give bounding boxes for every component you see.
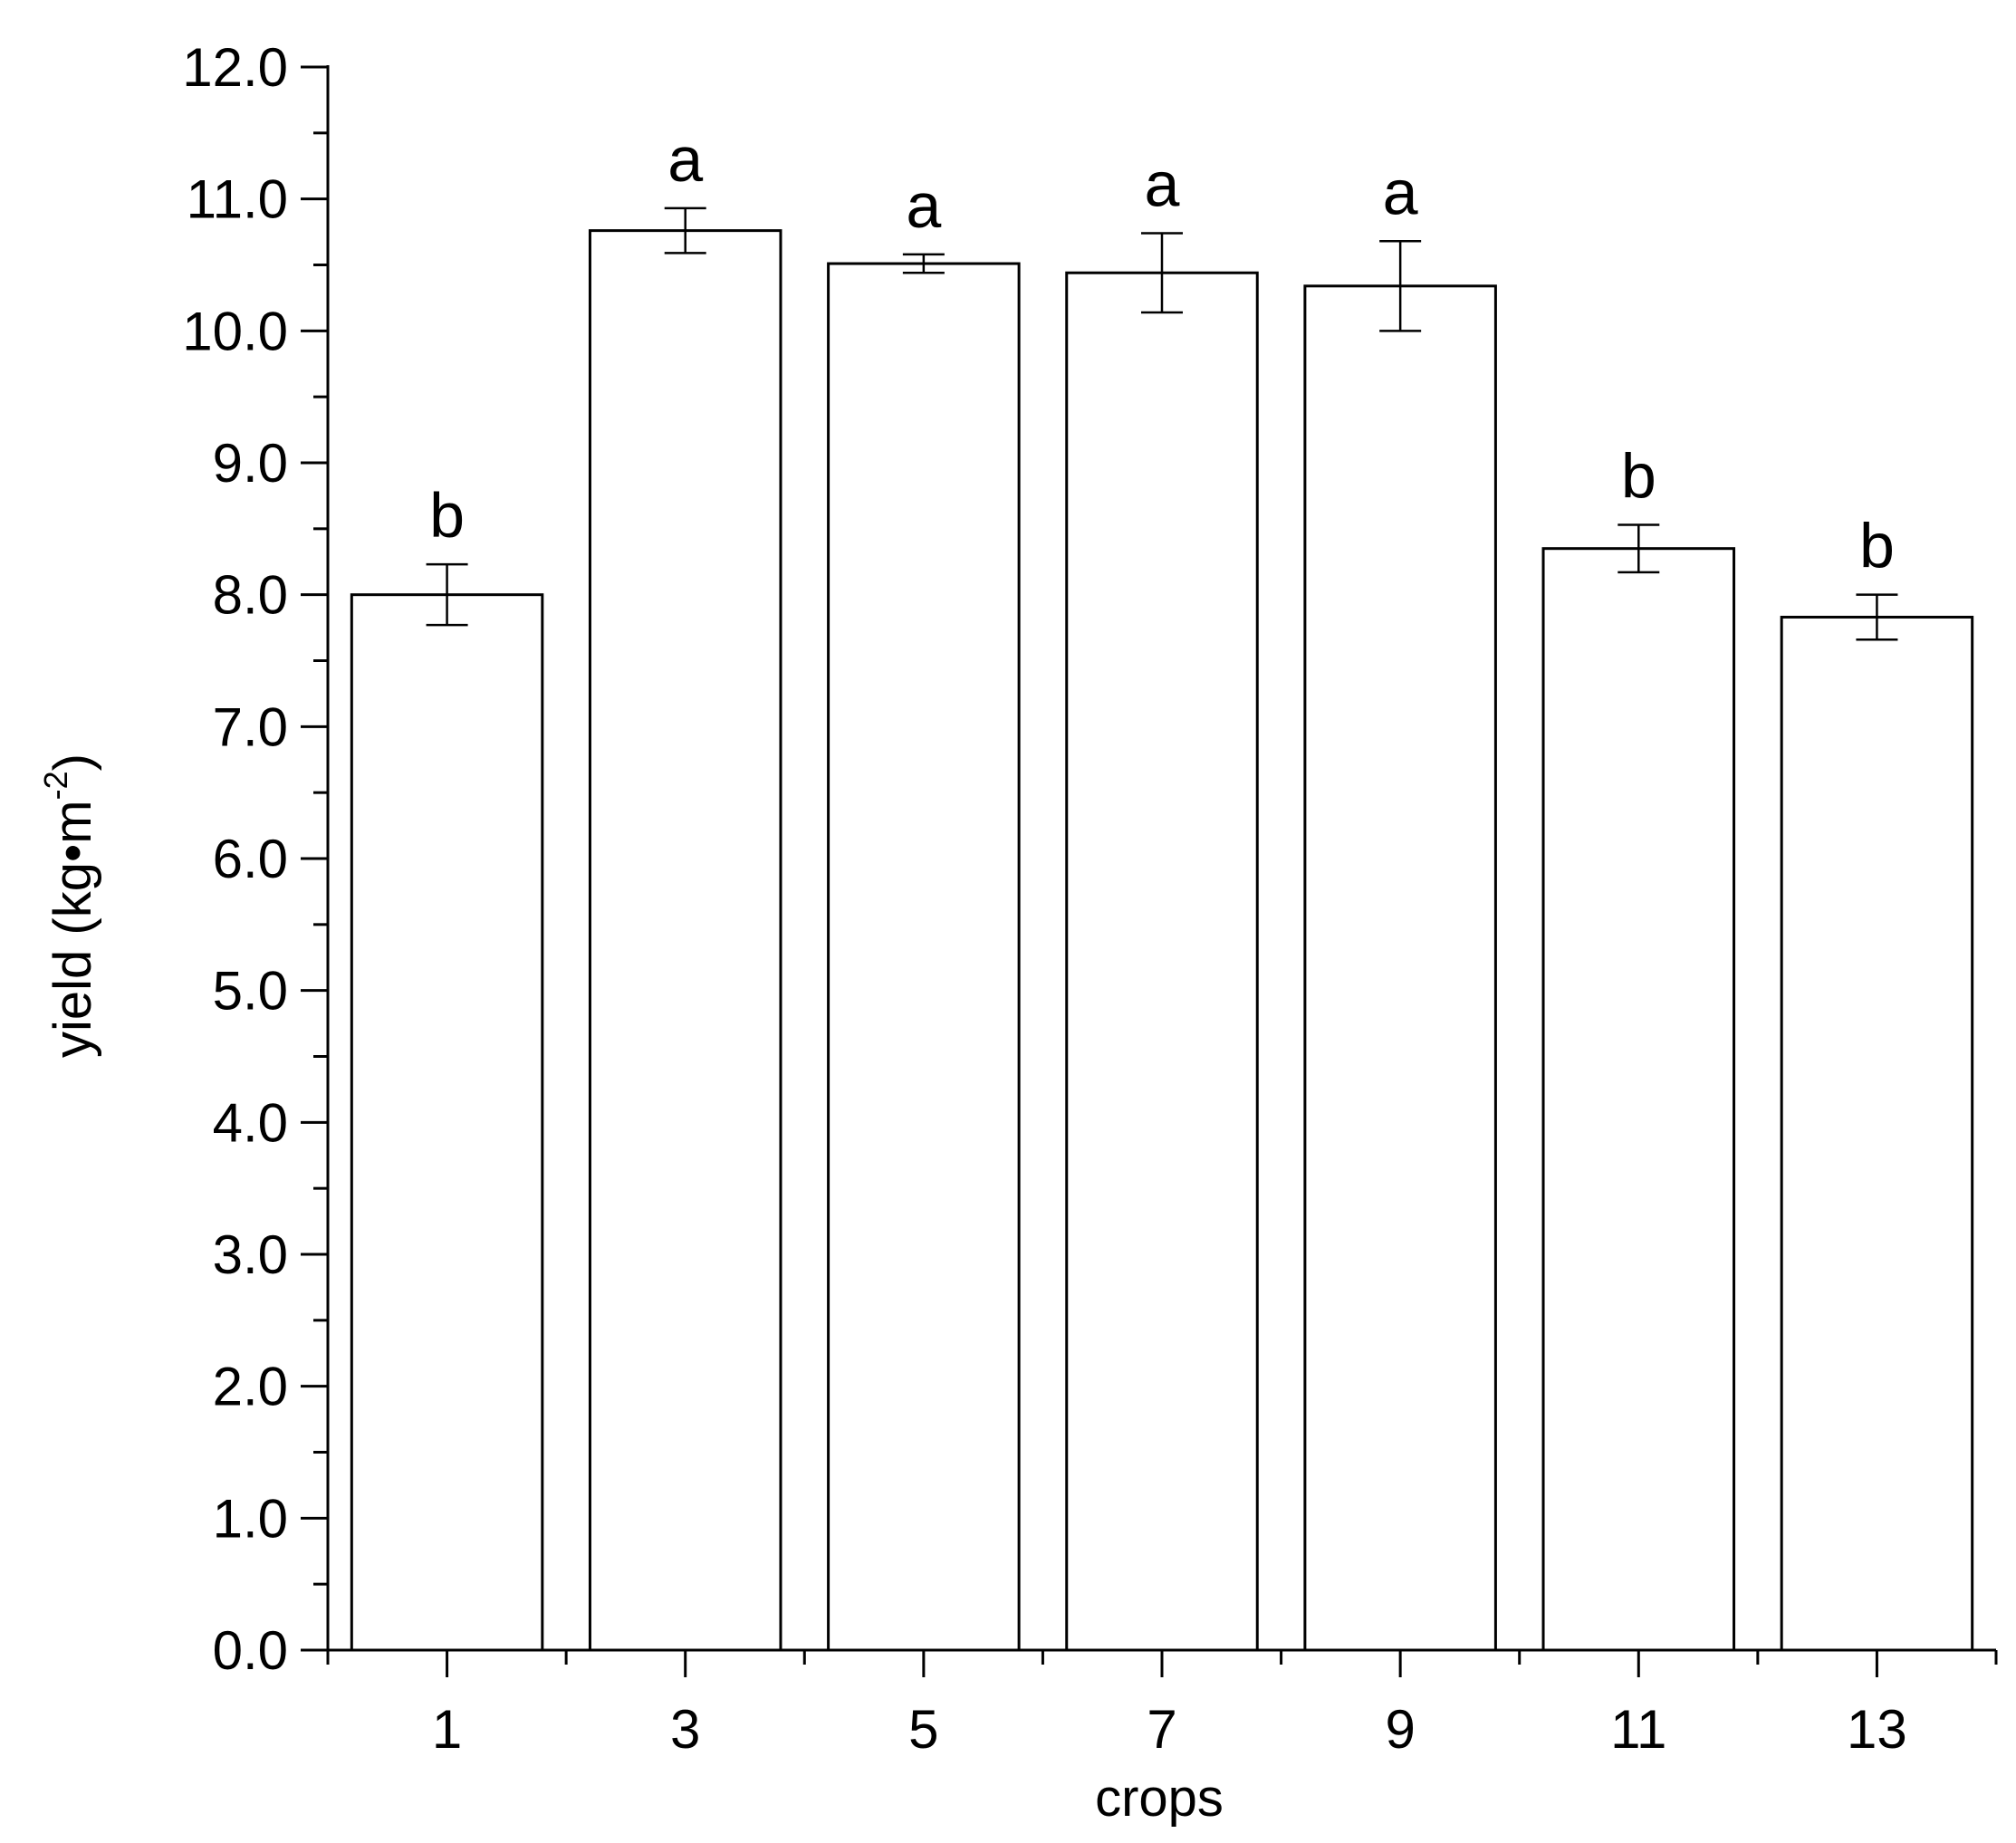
y-tick-label: 1.0: [213, 1488, 288, 1549]
y-axis-title: yield (kg•m-2): [37, 754, 102, 1058]
y-tick-label: 7.0: [213, 696, 288, 757]
y-tick-label: 2.0: [213, 1357, 288, 1417]
x-tick-label-3: 3: [670, 1699, 700, 1760]
bar-5: [827, 262, 1021, 1652]
significance-label-11: b: [1621, 440, 1656, 511]
significance-labels-layer: b a a a a b b: [429, 124, 1895, 581]
x-tick-label-7: 7: [1147, 1699, 1176, 1760]
y-tick-label: 8.0: [213, 565, 288, 626]
bar-3: [588, 229, 782, 1652]
bar-9: [1303, 284, 1497, 1652]
bar-13: [1780, 615, 1974, 1652]
x-tick-label-1: 1: [432, 1699, 462, 1760]
y-axis-title-suffix: ): [43, 754, 102, 771]
significance-label-7: a: [1145, 149, 1180, 220]
x-tick-label-13: 13: [1847, 1699, 1907, 1760]
x-tick-label-9: 9: [1385, 1699, 1415, 1760]
y-axis-title-text: yield (kg•m: [43, 800, 102, 1058]
bars-layer: [350, 229, 1974, 1652]
x-tick-label-5: 5: [908, 1699, 938, 1760]
bar-11: [1541, 547, 1736, 1652]
significance-label-9: a: [1383, 157, 1418, 227]
x-axis-title: crops: [1095, 1769, 1224, 1828]
y-ticks-layer: 0.0 1.0 2.0 3.0 4.0 5.0 6.0 7.0 8.0 9.0 10.0 11.0 12…: [182, 37, 328, 1681]
y-tick-label: 10.0: [182, 301, 288, 361]
x-ticks-layer: 1 3 5 7 9 11 13: [326, 1650, 1998, 1760]
y-tick-label: 0.0: [213, 1620, 288, 1681]
bar-1: [350, 593, 544, 1652]
y-tick-label: 6.0: [213, 829, 288, 889]
significance-label-1: b: [429, 480, 465, 551]
y-tick-label: 3.0: [213, 1224, 288, 1285]
x-tick-label-11: 11: [1610, 1699, 1666, 1760]
y-tick-label: 11.0: [187, 169, 288, 230]
error-bars-layer: [426, 206, 1898, 641]
y-tick-label: 9.0: [213, 433, 288, 494]
bar-7: [1065, 271, 1259, 1652]
significance-label-3: a: [667, 124, 703, 195]
significance-label-5: a: [906, 170, 941, 241]
significance-label-13: b: [1859, 511, 1895, 581]
y-tick-label: 5.0: [213, 961, 288, 1022]
y-axis-title-superscript: -2: [37, 771, 74, 800]
y-tick-label: 4.0: [213, 1092, 288, 1153]
y-tick-label: 12.0: [182, 37, 288, 98]
